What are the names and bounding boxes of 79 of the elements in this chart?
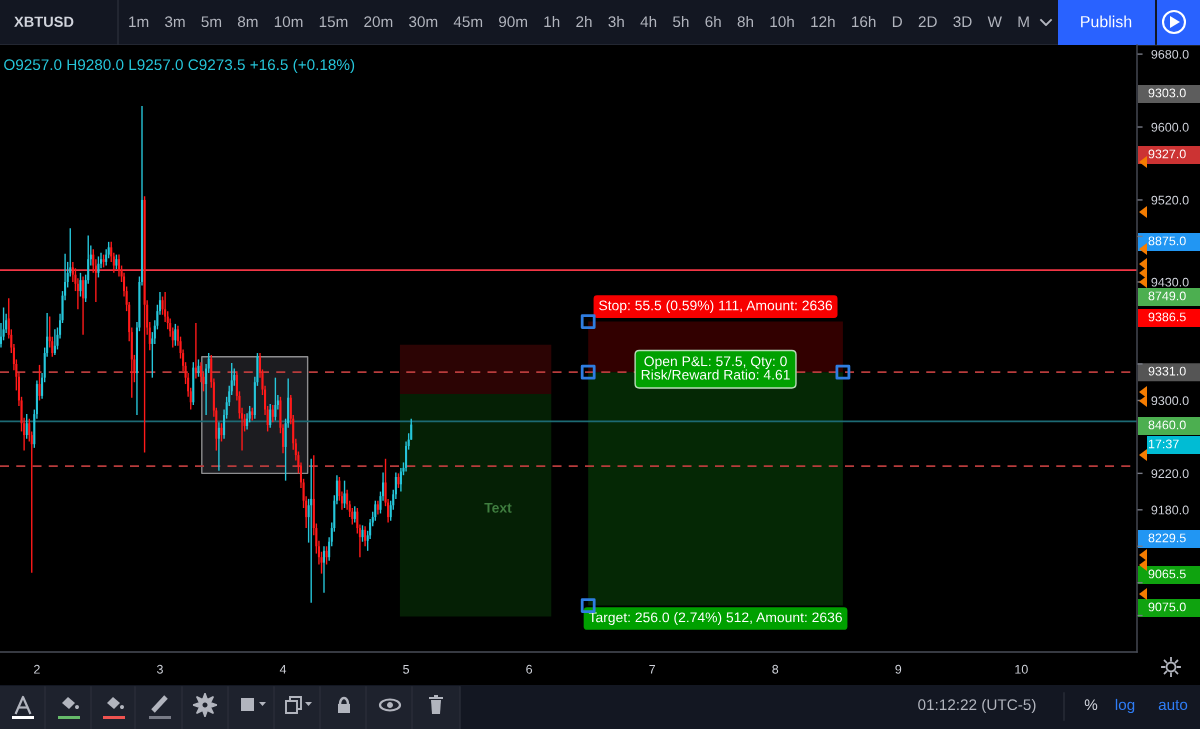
candlestick xyxy=(143,195,146,454)
text: 90m xyxy=(499,16,528,28)
x-tick-label: 7 xyxy=(649,664,656,674)
x-tick-label: 8 xyxy=(772,664,779,674)
text: 8749.0 xyxy=(1148,291,1186,301)
candlestick xyxy=(217,421,220,472)
candlestick xyxy=(322,545,326,594)
text: M xyxy=(1018,16,1029,27)
text: auto xyxy=(1158,700,1188,711)
text: 2h xyxy=(576,15,592,27)
y-tick-label: 9430.0 xyxy=(1151,277,1189,287)
text: 3D xyxy=(953,16,972,28)
text: 8h xyxy=(737,15,753,28)
text: 2D xyxy=(918,16,937,27)
text: 8m xyxy=(237,16,258,28)
annotation: O9257.0 H9280.0 L9257.0 C9273.5 +16.5 (+0.18%) xyxy=(4,58,355,74)
x-tick-label: 9 xyxy=(895,664,902,674)
x-tick-label: 2 xyxy=(34,664,40,674)
text: log xyxy=(1115,698,1135,714)
text: 6h xyxy=(705,15,721,28)
text: 16h xyxy=(852,15,876,28)
text: 8229.5 xyxy=(1148,533,1186,543)
candlestick xyxy=(361,524,364,543)
text: 9065.5 xyxy=(1148,569,1186,579)
candlestick xyxy=(220,422,223,443)
text: 3m xyxy=(165,16,185,28)
y-tick-label: 9600.0 xyxy=(1151,122,1189,132)
text: % xyxy=(1084,699,1098,711)
candlestick xyxy=(102,253,105,269)
annotation: Open P&L: 57.5, Qty: 0 Risk/Reward Ratio: 4.61 xyxy=(641,356,790,380)
y-tick-label: 9680.0 xyxy=(1151,49,1189,59)
text: 10m xyxy=(274,16,303,28)
text: 9327.0 xyxy=(1148,149,1186,159)
text: 15m xyxy=(319,16,348,28)
candlestick xyxy=(53,328,56,356)
text: 1m xyxy=(129,16,149,27)
candlestick xyxy=(310,458,313,604)
text: 5h xyxy=(673,15,689,28)
text: 9303.0 xyxy=(1148,88,1186,98)
text: 17:37 xyxy=(1148,439,1179,449)
text: 4h xyxy=(640,15,657,27)
y-tick-label: 9220.0 xyxy=(1151,469,1189,479)
text: 5m xyxy=(201,16,222,28)
text: 30m xyxy=(409,16,438,28)
annotation: Stop: 55.5 (0.59%) 111, Amount: 2636 xyxy=(599,300,833,314)
text: 8875.0 xyxy=(1148,236,1186,246)
candlestick xyxy=(82,275,85,336)
x-tick-label: 10 xyxy=(1015,664,1028,674)
text: 3h xyxy=(608,15,624,28)
x-tick-label: 5 xyxy=(403,664,410,674)
text: 1h xyxy=(544,15,560,27)
x-tick-label: 6 xyxy=(526,664,533,674)
text: 20m xyxy=(364,16,393,28)
ref-line-label: 9331.0 xyxy=(1148,366,1186,376)
candlestick xyxy=(364,525,367,547)
x-tick-label: 4 xyxy=(279,664,287,674)
text: D xyxy=(892,16,902,27)
candlestick xyxy=(325,545,328,566)
text: 01:12:22 (UTC-5) xyxy=(918,698,1036,714)
chart-title: XBTUSD xyxy=(14,16,74,27)
x-tick-label: 3 xyxy=(156,664,163,674)
text: 10h xyxy=(770,15,794,28)
candlestick xyxy=(97,255,100,279)
text: 9386.5 xyxy=(1148,312,1186,322)
text: Publish xyxy=(1081,15,1132,28)
candlestick xyxy=(343,479,346,509)
candlestick xyxy=(194,322,197,380)
candlestick xyxy=(79,272,82,298)
text: 12h xyxy=(811,15,835,27)
candlestick xyxy=(117,253,121,278)
y-tick-label: 9520.0 xyxy=(1151,195,1189,205)
annotation: Target: 256.0 (2.74%) 512, Amount: 2636 xyxy=(588,612,842,625)
annotation: Text xyxy=(484,503,512,513)
text: 8460.0 xyxy=(1148,420,1186,430)
text: W xyxy=(987,16,1002,27)
y-tick-label: 9300.0 xyxy=(1151,396,1189,406)
text: 45m xyxy=(453,16,483,28)
y-tick-label: 9180.0 xyxy=(1151,505,1189,515)
text: 9075.0 xyxy=(1148,602,1186,612)
